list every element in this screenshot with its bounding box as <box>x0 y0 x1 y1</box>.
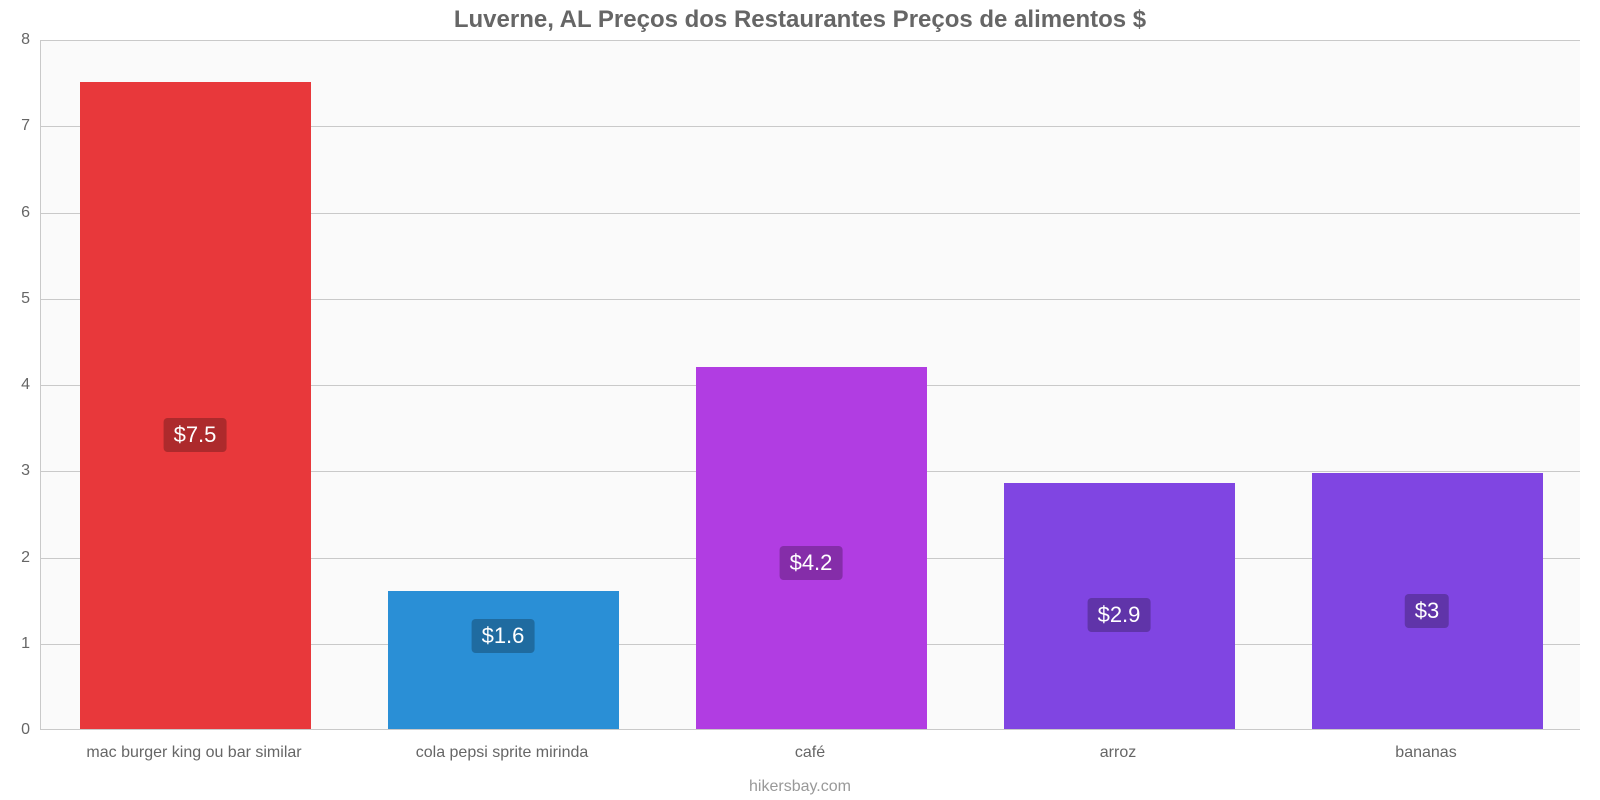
bar-value-label: $1.6 <box>472 619 535 653</box>
bar <box>388 591 619 729</box>
y-tick-label: 1 <box>0 635 30 653</box>
bar-value-label: $3 <box>1405 594 1449 628</box>
bar-value-label: $2.9 <box>1088 598 1151 632</box>
y-tick-label: 0 <box>0 721 30 739</box>
y-tick-label: 6 <box>0 204 30 222</box>
bar <box>80 82 311 729</box>
y-tick-label: 7 <box>0 117 30 135</box>
bar-value-label: $4.2 <box>780 546 843 580</box>
x-tick-label: bananas <box>1395 744 1456 762</box>
x-tick-label: mac burger king ou bar similar <box>86 744 301 762</box>
y-tick-label: 4 <box>0 376 30 394</box>
bar-value-label: $7.5 <box>164 418 227 452</box>
y-tick-label: 5 <box>0 290 30 308</box>
chart-title: Luverne, AL Preços dos Restaurantes Preç… <box>0 6 1600 34</box>
x-tick-label: café <box>795 744 825 762</box>
chart-wrap: Luverne, AL Preços dos Restaurantes Preç… <box>0 0 1600 800</box>
x-tick-label: cola pepsi sprite mirinda <box>416 744 589 762</box>
y-tick-label: 2 <box>0 549 30 567</box>
chart-footer: hikersbay.com <box>0 778 1600 796</box>
y-tick-label: 3 <box>0 462 30 480</box>
plot-area: $7.5 $1.6 $4.2 $2.9 $3 <box>40 40 1580 730</box>
x-tick-label: arroz <box>1100 744 1136 762</box>
gridline <box>41 40 1580 41</box>
y-tick-label: 8 <box>0 31 30 49</box>
